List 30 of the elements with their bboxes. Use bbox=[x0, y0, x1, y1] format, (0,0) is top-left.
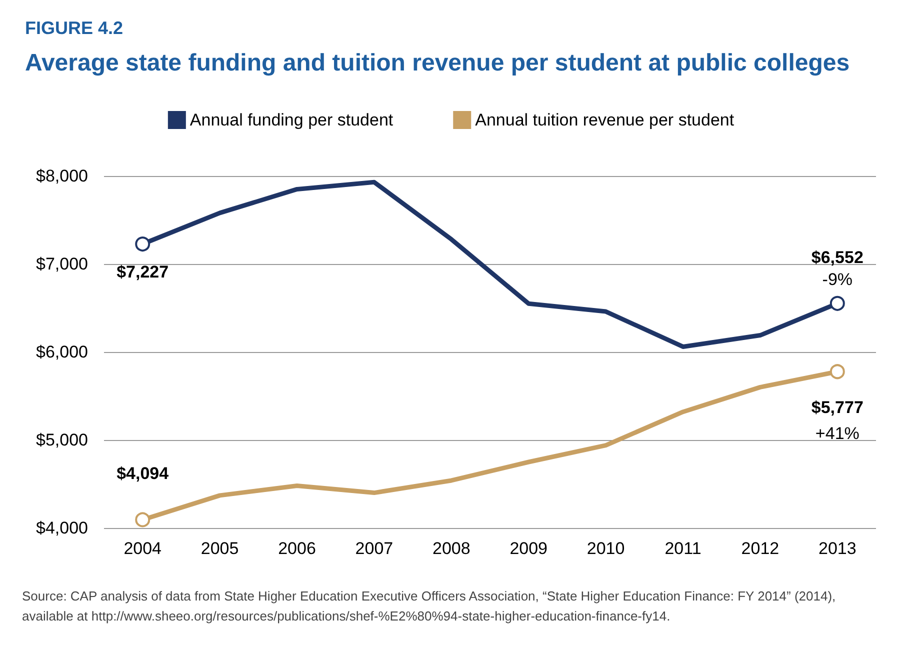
legend-label: Annual tuition revenue per student bbox=[475, 110, 734, 130]
data-label: $4,094 bbox=[116, 464, 170, 484]
data-label: $5,777 bbox=[811, 398, 864, 418]
legend-label: Annual funding per student bbox=[190, 110, 394, 130]
annotation: -9% bbox=[822, 270, 853, 289]
point bbox=[135, 512, 150, 528]
x-tick-label: 2009 bbox=[510, 539, 548, 558]
chart-title: Average state funding and tuition revenue per student at public colleges bbox=[25, 50, 850, 76]
x-tick-label: 2008 bbox=[432, 539, 470, 558]
y-tick-label: $8,000 bbox=[36, 166, 88, 186]
x-tick-label: 2006 bbox=[278, 539, 316, 558]
x-tick-label: 2007 bbox=[355, 539, 394, 558]
point bbox=[830, 364, 845, 380]
source-note: Source: CAP analysis of data from State Higher Education Executive Officers Association, “State Higher Education Finance: FY 2014” (2014), available at http://www.sheeo.org/resources/publications/shef-%E2%80%94-state-higher-education-finance-fy14. bbox=[22, 588, 840, 624]
data-label: $7,227 bbox=[116, 262, 169, 282]
annotation: +41% bbox=[815, 424, 860, 444]
point bbox=[830, 296, 845, 311]
x-tick-label: 2011 bbox=[664, 539, 702, 558]
y-tick-label: $6,000 bbox=[36, 342, 88, 362]
x-tick-label: 2013 bbox=[818, 539, 856, 558]
y-tick-label: $7,000 bbox=[36, 254, 88, 274]
x-tick-label: 2012 bbox=[741, 539, 780, 558]
chart-subtitle: FIGURE 4.2 bbox=[25, 18, 124, 38]
x-tick-label: 2010 bbox=[586, 539, 625, 558]
x-tick-label: 2005 bbox=[200, 539, 239, 558]
data-label: $6,552 bbox=[811, 248, 864, 267]
point bbox=[135, 236, 150, 252]
y-tick-label: $5,000 bbox=[36, 430, 88, 450]
y-tick-label: $4,000 bbox=[36, 518, 88, 538]
x-tick-label: 2004 bbox=[124, 539, 162, 558]
